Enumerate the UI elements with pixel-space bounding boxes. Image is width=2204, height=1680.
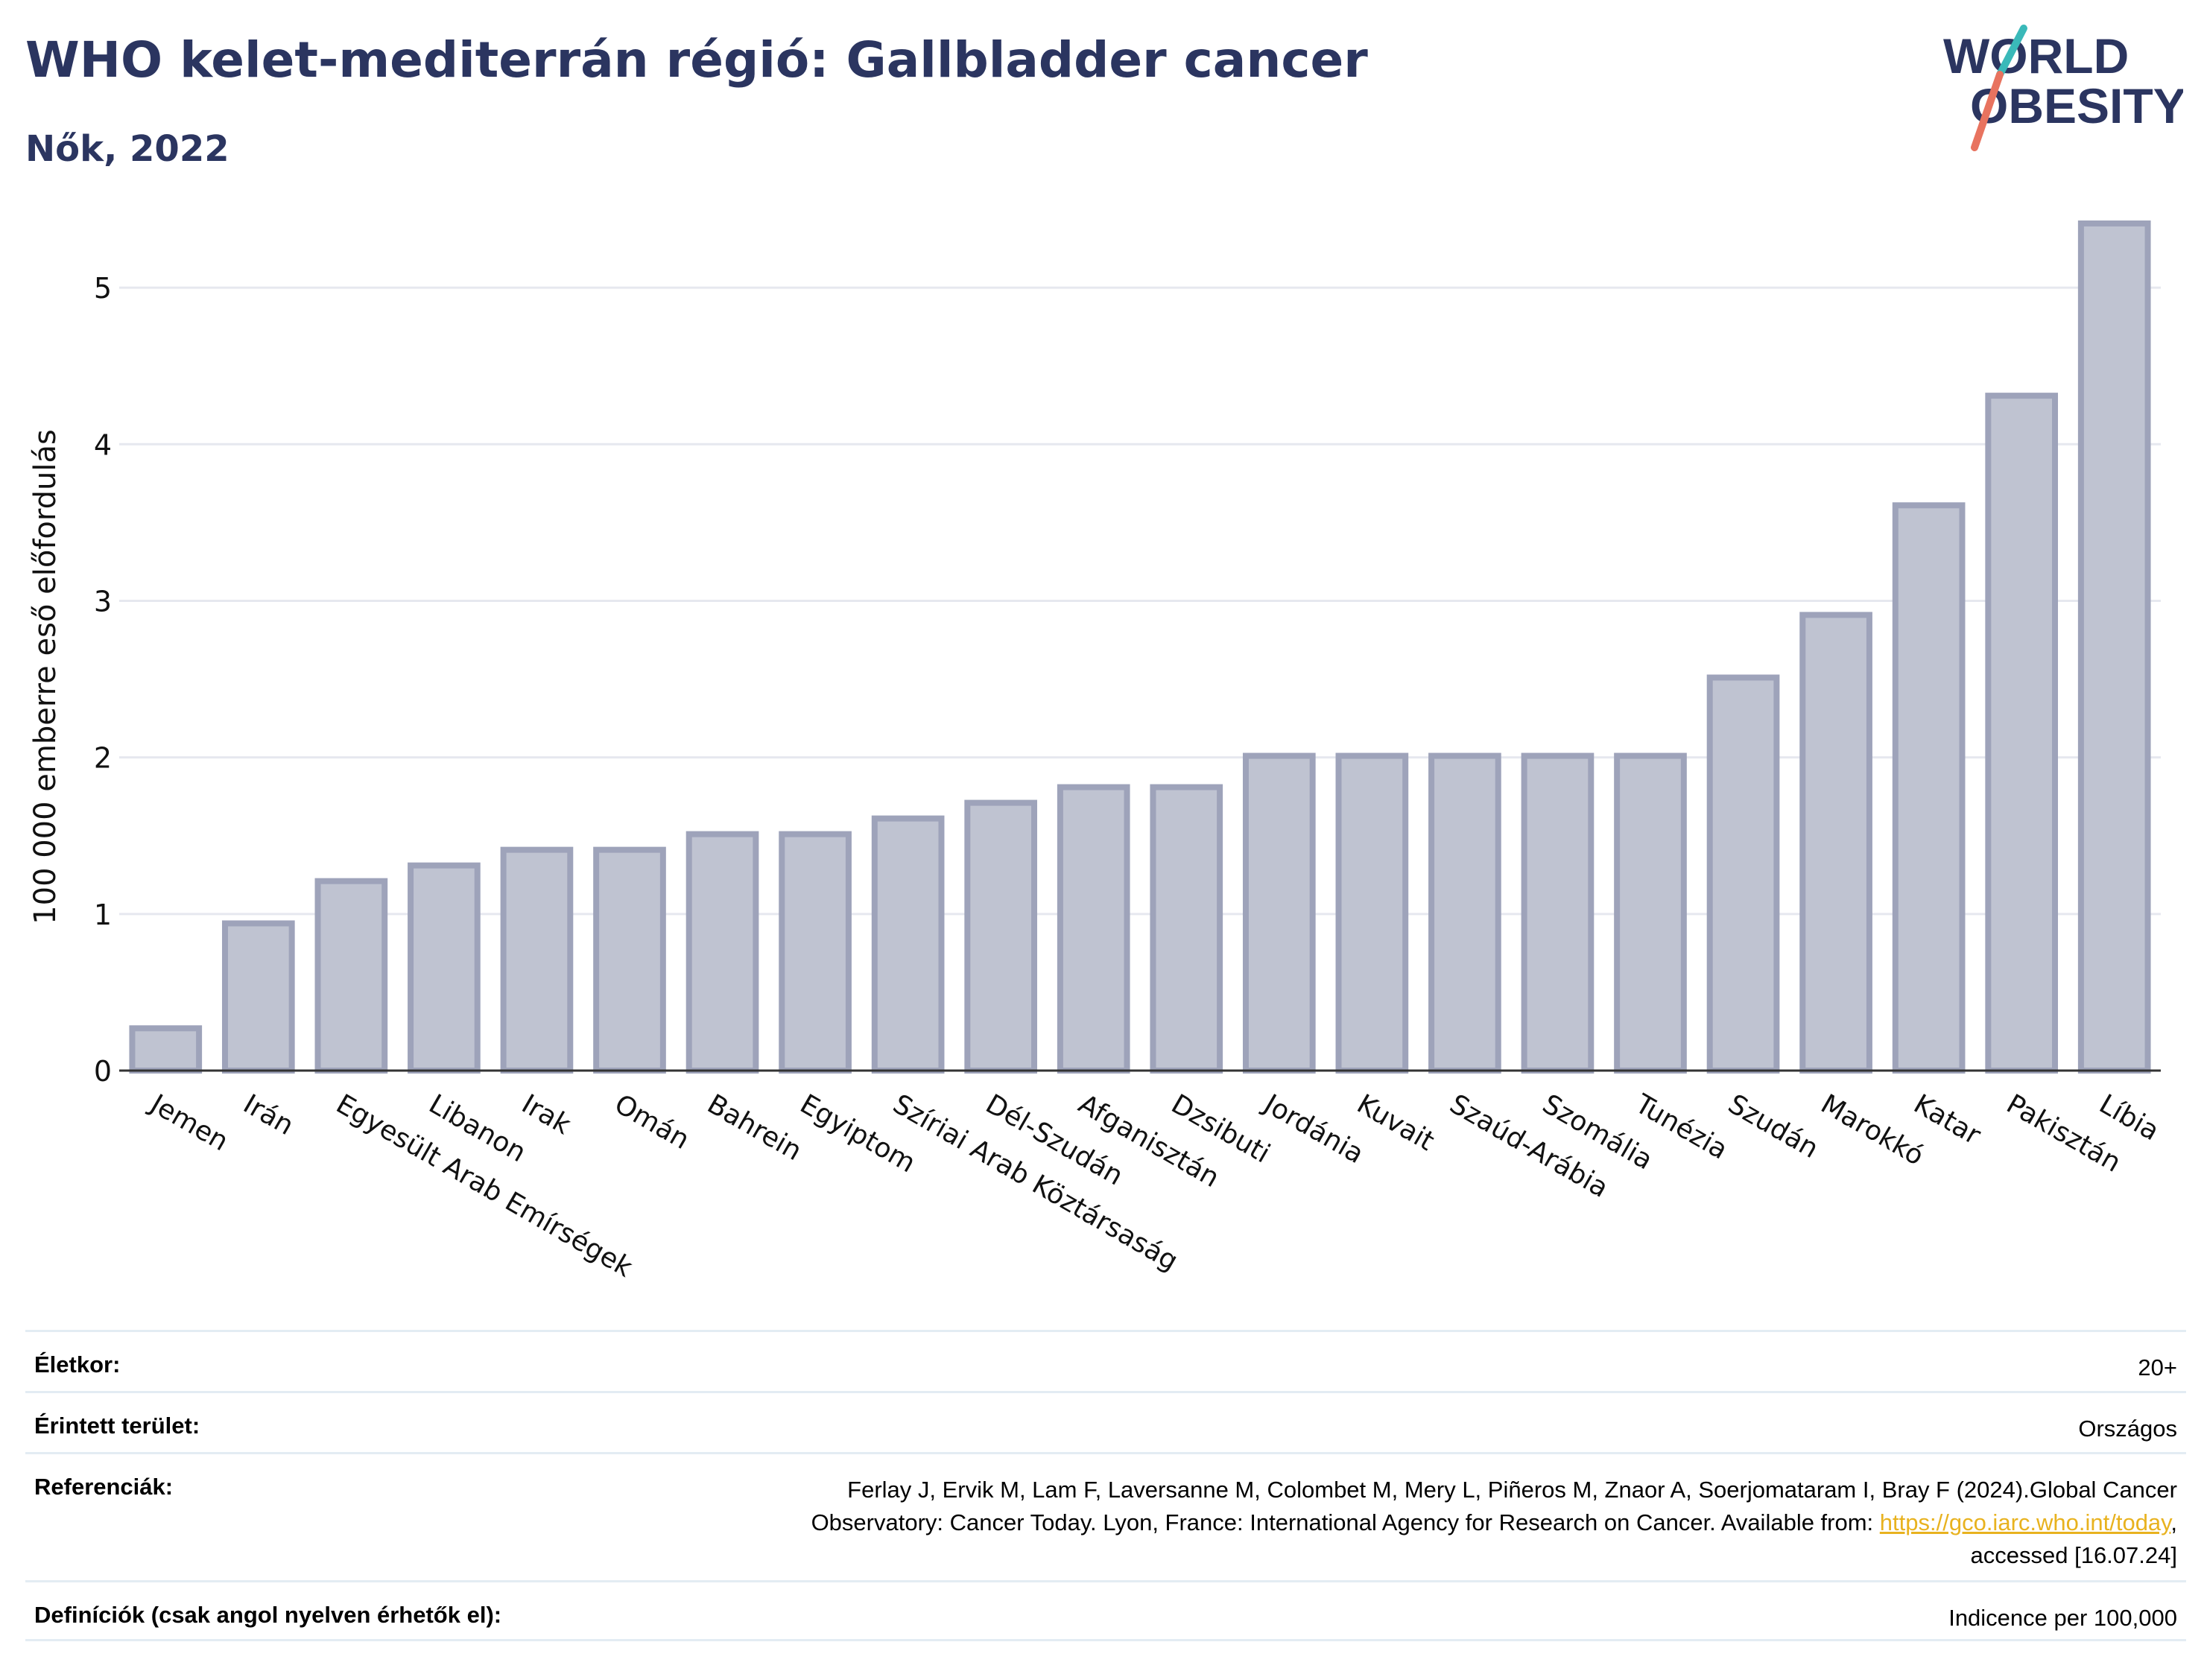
logo-line1: WORLD xyxy=(1943,28,2129,83)
y-axis-title: 100 000 emberre eső előfordulás xyxy=(28,429,63,925)
references-line-2: Observatory: Cancer Today. Lyon, France:… xyxy=(811,1506,2177,1539)
references-line-2-text: Observatory: Cancer Today. Lyon, France:… xyxy=(811,1509,1880,1535)
x-tick-label: Líbia xyxy=(2094,1088,2164,1147)
definitions-label: Definíciók (csak angol nyelven érhetők e… xyxy=(34,1602,502,1628)
y-tick-label: 5 xyxy=(94,272,112,305)
bar-Szudán xyxy=(1706,674,1780,1074)
bar-Szaúd-Arábia xyxy=(1428,752,1501,1074)
x-tick-label: Jordánia xyxy=(1258,1088,1369,1170)
world-obesity-logo: WORLD OBESITY xyxy=(1943,25,2183,151)
age-value: 20+ xyxy=(2138,1354,2177,1381)
bar-Marokkó xyxy=(1799,612,1872,1074)
meta-row-age: Életkor: 20+ xyxy=(25,1330,2186,1391)
meta-row-references: Referenciák: Ferlay J, Ervik M, Lam F, L… xyxy=(25,1452,2186,1580)
y-tick-label: 1 xyxy=(94,898,112,931)
bar-Katar xyxy=(1892,502,1966,1074)
references-link[interactable]: https://gco.iarc.who.int/today xyxy=(1879,1509,2171,1535)
bar-Jordánia xyxy=(1242,752,1316,1074)
references-line-3: accessed [16.07.24] xyxy=(1970,1542,2177,1568)
meta-row-definitions: Definíciók (csak angol nyelven érhetők e… xyxy=(25,1580,2186,1641)
metadata-table: Életkor: 20+ Érintett terület: Országos … xyxy=(25,1330,2186,1641)
references-line-2-end: , xyxy=(2170,1509,2177,1535)
bar-Irak xyxy=(500,846,574,1074)
area-label: Érintett terület: xyxy=(34,1413,200,1439)
references-line-1: Ferlay J, Ervik M, Lam F, Laversanne M, … xyxy=(847,1477,2177,1503)
bar-chart: 0 1 2 3 4 5 Jemen Irán Egyesült Arab EmírségekL… xyxy=(28,220,2165,1284)
bar-Egyesült Arab Emírségek xyxy=(314,878,388,1074)
x-tick-label: Marokkó xyxy=(1816,1088,1929,1171)
definitions-value: Indicence per 100,000 xyxy=(1948,1605,2177,1631)
bar-Jemen xyxy=(129,1025,203,1074)
chart-subtitle: Nők, 2022 xyxy=(25,128,229,170)
references-value: Ferlay J, Ervik M, Lam F, Laversanne M, … xyxy=(811,1474,2177,1572)
x-tick-label: Irak xyxy=(516,1088,576,1141)
logo-stroke-top xyxy=(1996,25,2027,78)
y-tick-label: 3 xyxy=(94,585,112,618)
bar-Irán xyxy=(221,920,295,1074)
bar-Libanon xyxy=(408,862,481,1074)
x-tick-label: Szudán xyxy=(1723,1088,1823,1164)
y-tick-label: 0 xyxy=(94,1055,112,1088)
x-tick-label: Szaúd-Arábia xyxy=(1445,1088,1614,1204)
bar-Kuvait xyxy=(1335,752,1409,1074)
area-value: Országos xyxy=(2078,1416,2177,1442)
age-label: Életkor: xyxy=(34,1351,121,1378)
logo-stroke-bottom xyxy=(1971,71,2004,151)
bar-Szíriai Arab Köztársaság xyxy=(871,815,945,1074)
bar-Líbia xyxy=(2077,220,2151,1074)
bar-Dzsibuti xyxy=(1150,784,1223,1074)
logo-line2: OBESITY xyxy=(1970,78,2183,133)
bar-Afganisztán xyxy=(1057,784,1130,1074)
y-tick-labels: 0 1 2 3 4 5 xyxy=(94,272,112,1088)
x-tick-label: Bahrein xyxy=(702,1088,806,1167)
x-tick-labels: Jemen Irán Egyesült Arab EmírségekLibanonI… xyxy=(144,1088,2164,1283)
chart-title: WHO kelet-mediterrán régió: Gallbladder … xyxy=(25,31,1368,89)
meta-row-area: Érintett terület: Országos xyxy=(25,1391,2186,1452)
bar-Egyiptom xyxy=(779,831,852,1074)
y-tick-label: 2 xyxy=(94,742,112,775)
bar-Szomália xyxy=(1521,752,1595,1074)
x-tick-label: Omán xyxy=(609,1088,694,1156)
bar-Tunézia xyxy=(1614,752,1687,1074)
bar-Pakisztán xyxy=(1985,393,2059,1074)
x-tick-label: Irán xyxy=(238,1088,299,1141)
references-label: Referenciák: xyxy=(34,1474,174,1500)
x-tick-label: Jemen xyxy=(144,1088,233,1157)
bar-Bahrein xyxy=(685,831,759,1074)
y-tick-label: 4 xyxy=(94,428,112,461)
bars xyxy=(129,220,2151,1074)
bar-Omán xyxy=(593,846,666,1074)
bar-Dél-Szudán xyxy=(964,799,1038,1074)
